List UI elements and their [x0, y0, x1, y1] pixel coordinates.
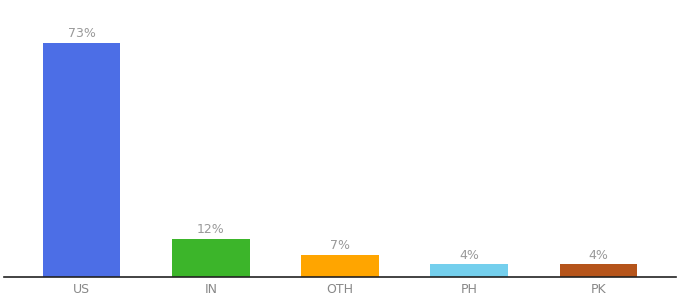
Bar — [430, 264, 508, 277]
Text: 4%: 4% — [459, 249, 479, 262]
Text: 7%: 7% — [330, 239, 350, 252]
Bar — [43, 43, 120, 277]
Bar — [560, 264, 637, 277]
Text: 12%: 12% — [197, 223, 224, 236]
Text: 4%: 4% — [588, 249, 609, 262]
Bar — [172, 239, 250, 277]
Bar — [301, 255, 379, 277]
Text: 73%: 73% — [68, 27, 96, 40]
